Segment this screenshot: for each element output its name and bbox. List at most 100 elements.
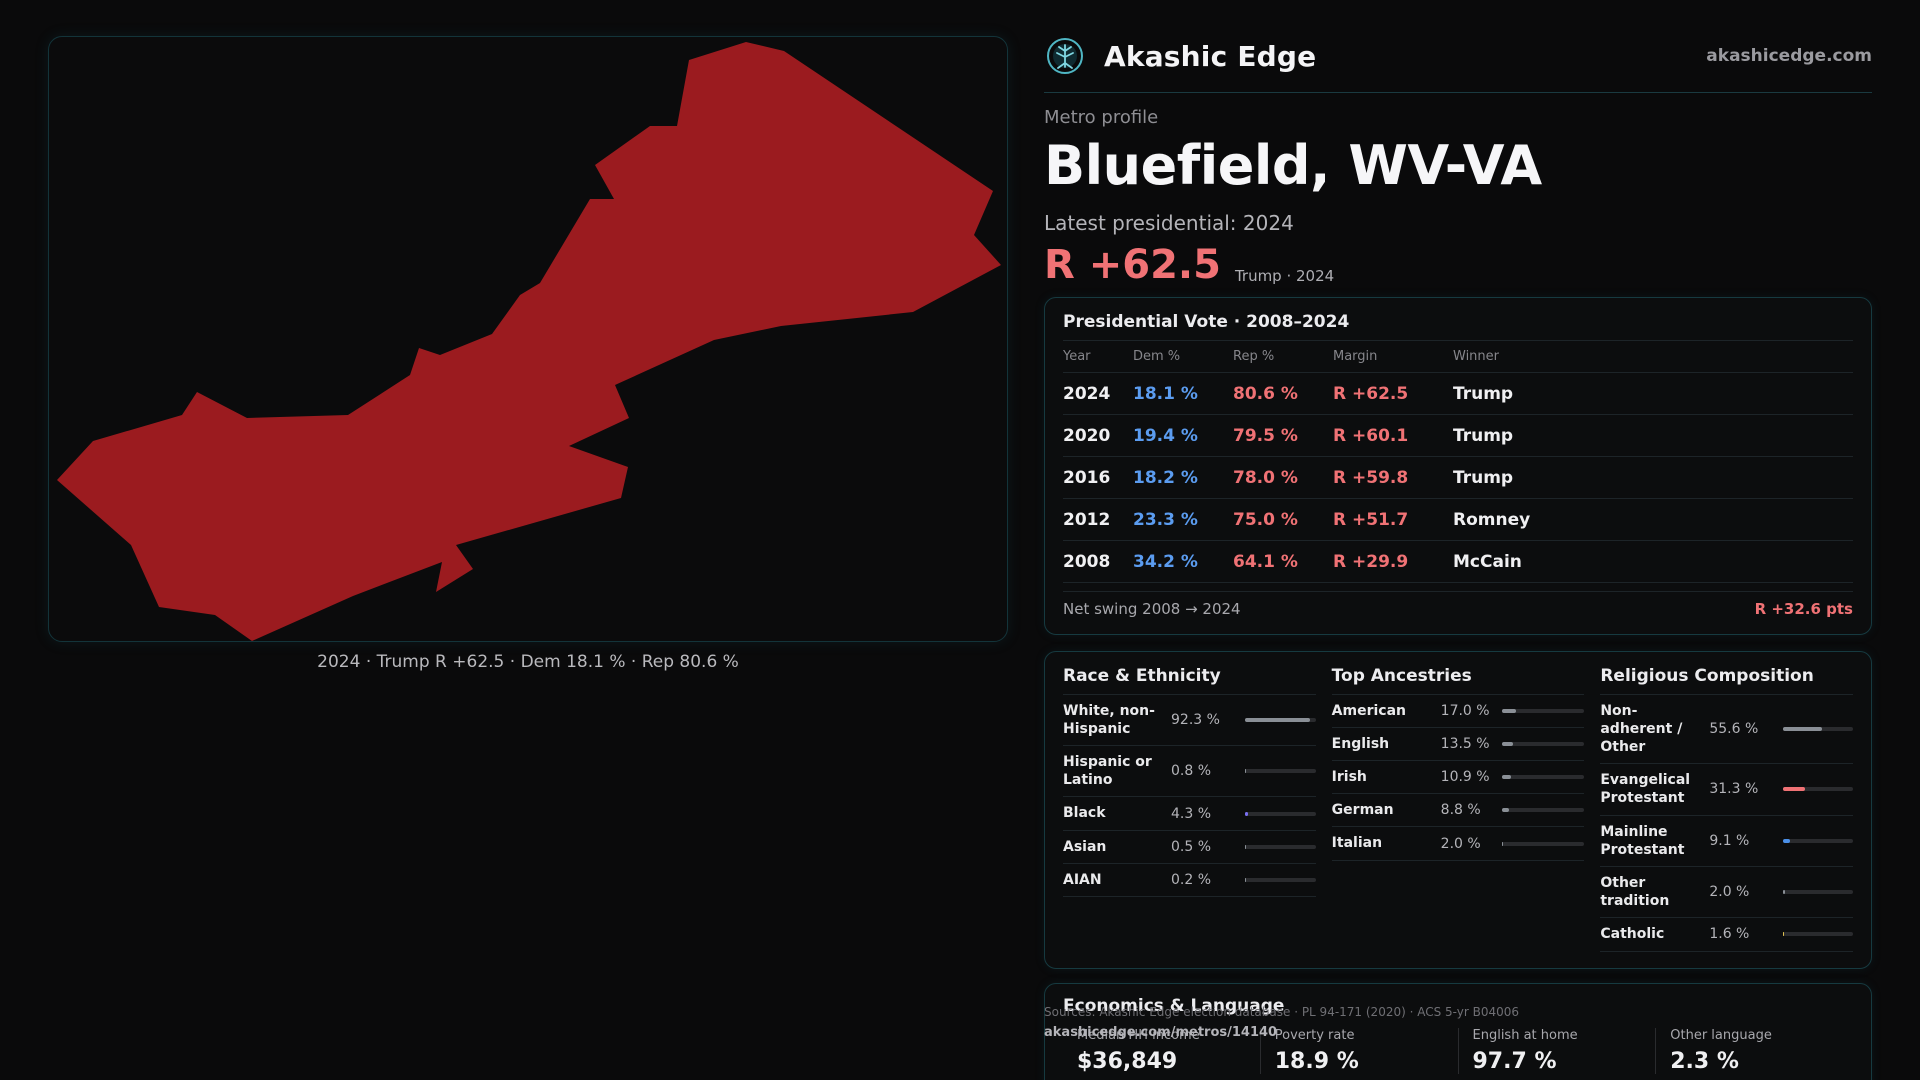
demographic-label: German bbox=[1331, 802, 1394, 819]
page-kicker: Metro profile bbox=[1044, 107, 1159, 128]
economics-language-card: Economics & Language Median HH income $3… bbox=[1044, 982, 1872, 1080]
demographic-value: 13.5 % bbox=[1440, 735, 1490, 752]
race-ethnicity-list: White, non-Hispanic 92.3 % Hispanic or Lat… bbox=[1063, 693, 1316, 897]
econ-stat-label: Other language bbox=[1670, 1027, 1772, 1043]
demographic-bar bbox=[1501, 775, 1585, 780]
demographic-value: 92.3 % bbox=[1171, 711, 1220, 728]
brand-name[interactable]: Akashic Edge bbox=[1104, 39, 1317, 73]
cell-winner: Trump bbox=[1453, 414, 1853, 458]
metro-map bbox=[48, 36, 1008, 642]
column-header-rep: Rep % bbox=[1233, 340, 1333, 374]
brand-url-link[interactable]: akashicedge.com bbox=[1706, 46, 1872, 66]
cell-rep: 80.6 % bbox=[1233, 372, 1333, 416]
column-header-dem: Dem % bbox=[1133, 340, 1233, 374]
demographic-bar-fill bbox=[1783, 932, 1785, 937]
demographic-label: Irish bbox=[1331, 769, 1367, 786]
cell-margin: R +29.9 bbox=[1333, 540, 1453, 584]
demographic-bar-fill bbox=[1783, 890, 1785, 895]
metro-boundary-shape bbox=[57, 42, 1001, 641]
cell-rep: 75.0 % bbox=[1233, 498, 1333, 542]
religious-composition-list: Non-adherent / Other 55.6 % Evangelical Pr… bbox=[1600, 693, 1854, 952]
demographic-value: 2.0 % bbox=[1440, 835, 1481, 852]
cell-rep: 79.5 % bbox=[1233, 414, 1333, 458]
demographic-value: 0.5 % bbox=[1171, 838, 1212, 855]
demographic-value: 10.9 % bbox=[1440, 769, 1490, 786]
cell-rep: 78.0 % bbox=[1233, 456, 1333, 500]
demographic-bar-fill bbox=[1245, 811, 1249, 816]
econ-stat-value: 18.9 % bbox=[1274, 1048, 1359, 1074]
top-ancestries-list: American 17.0 % English 13.5 % Irish 10.9 % Ge… bbox=[1331, 693, 1585, 861]
religious-composition-title: Religious Composition bbox=[1600, 665, 1814, 686]
presidential-vote-table: Year Dem % Rep % Margin Winner 2024 18.1… bbox=[1063, 340, 1853, 584]
demographic-value: 2.0 % bbox=[1709, 884, 1750, 901]
demographic-bar-fill bbox=[1501, 775, 1511, 780]
demographic-bar bbox=[1501, 841, 1585, 846]
demographic-row: German 8.8 % bbox=[1331, 794, 1585, 828]
demographic-row: Mainline Protestant 9.1 % bbox=[1600, 816, 1854, 867]
presidential-vote-card: Presidential Vote · 2008–2024 Year Dem %… bbox=[1044, 296, 1872, 635]
demographic-value: 0.2 % bbox=[1171, 871, 1212, 888]
race-ethnicity-section: Race & Ethnicity White, non-Hispanic 92.3… bbox=[1063, 666, 1316, 954]
demographic-row: Asian 0.5 % bbox=[1063, 831, 1316, 864]
econ-stat-label: Median HH income bbox=[1077, 1027, 1200, 1043]
demographic-label: Evangelical Protestant bbox=[1600, 772, 1691, 807]
econ-stat-label: Poverty rate bbox=[1274, 1027, 1355, 1043]
religious-composition-section: Religious Composition Non-adherent / Oth… bbox=[1600, 665, 1854, 954]
demographic-label: Black bbox=[1063, 805, 1106, 822]
card-divider bbox=[1063, 339, 1853, 341]
footer-url-link[interactable]: akashicedge.com/metros/14140 bbox=[1044, 1025, 1278, 1040]
demographic-label: AIAN bbox=[1063, 871, 1102, 888]
econ-stat: Other language 2.3 % bbox=[1655, 1027, 1853, 1074]
demographic-row: English 13.5 % bbox=[1331, 728, 1585, 762]
cell-winner: Trump bbox=[1453, 372, 1853, 416]
demographic-row: American 17.0 % bbox=[1331, 695, 1585, 728]
demographic-row: Hispanic or Latino 0.8 % bbox=[1063, 746, 1316, 798]
demographic-bar bbox=[1783, 890, 1854, 895]
demographic-bar bbox=[1501, 708, 1585, 713]
demographic-label: American bbox=[1331, 702, 1407, 719]
column-header-winner: Winner bbox=[1453, 340, 1853, 374]
net-swing-row: Net swing 2008 → 2024 R +32.6 pts bbox=[1063, 591, 1853, 618]
table-row: 2008 34.2 % 64.1 % R +29.9 McCain bbox=[1063, 540, 1853, 584]
cell-winner: McCain bbox=[1453, 540, 1853, 584]
table-row: 2016 18.2 % 78.0 % R +59.8 Trump bbox=[1063, 456, 1853, 500]
demographic-bar bbox=[1783, 726, 1854, 731]
demographic-value: 0.8 % bbox=[1171, 763, 1212, 780]
sources-note: Sources: Akashic Edge election database … bbox=[1044, 1005, 1520, 1019]
demographic-row: Non-adherent / Other 55.6 % bbox=[1600, 695, 1854, 765]
race-ethnicity-title: Race & Ethnicity bbox=[1063, 665, 1221, 686]
metro-shape-map bbox=[57, 42, 1001, 641]
demographic-bar-fill bbox=[1501, 841, 1504, 846]
latest-margin-value: R +62.5 bbox=[1044, 241, 1221, 288]
demographic-value: 9.1 % bbox=[1709, 832, 1750, 849]
demographic-value: 8.8 % bbox=[1440, 802, 1481, 819]
demographic-bar bbox=[1245, 844, 1316, 849]
demographic-label: Asian bbox=[1063, 838, 1107, 855]
demographic-bar-fill bbox=[1783, 838, 1790, 843]
column-header-year: Year bbox=[1063, 340, 1133, 374]
cell-winner: Trump bbox=[1453, 456, 1853, 500]
presidential-vote-title: Presidential Vote · 2008–2024 bbox=[1063, 311, 1350, 332]
table-header-row: Year Dem % Rep % Margin Winner bbox=[1063, 340, 1853, 374]
demographic-bar-fill bbox=[1501, 808, 1509, 813]
cell-year: 2024 bbox=[1063, 372, 1133, 416]
cell-winner: Romney bbox=[1453, 498, 1853, 542]
demographic-value: 55.6 % bbox=[1709, 720, 1759, 737]
top-ancestries-section: Top Ancestries American 17.0 % English 13.5… bbox=[1331, 666, 1585, 954]
brand-header: Akashic Edge akashicedge.com bbox=[1044, 36, 1872, 76]
cell-margin: R +62.5 bbox=[1333, 372, 1453, 416]
latest-presidential-label: Latest presidential: 2024 bbox=[1044, 210, 1294, 235]
tree-logo-icon[interactable] bbox=[1046, 37, 1084, 75]
map-caption: 2024 · Trump R +62.5 · Dem 18.1 % · Rep … bbox=[317, 652, 739, 672]
econ-stat-value: $36,849 bbox=[1077, 1048, 1178, 1074]
table-row: 2024 18.1 % 80.6 % R +62.5 Trump bbox=[1063, 372, 1853, 416]
cell-dem: 23.3 % bbox=[1133, 498, 1233, 542]
header-divider bbox=[1044, 92, 1872, 93]
demographic-label: Non-adherent / Other bbox=[1600, 702, 1683, 756]
cell-year: 2020 bbox=[1063, 414, 1133, 458]
cell-year: 2012 bbox=[1063, 498, 1133, 542]
cell-dem: 19.4 % bbox=[1133, 414, 1233, 458]
demographic-bar bbox=[1783, 787, 1854, 792]
cell-margin: R +60.1 bbox=[1333, 414, 1453, 458]
econ-stat: Poverty rate 18.9 % bbox=[1259, 1027, 1458, 1074]
